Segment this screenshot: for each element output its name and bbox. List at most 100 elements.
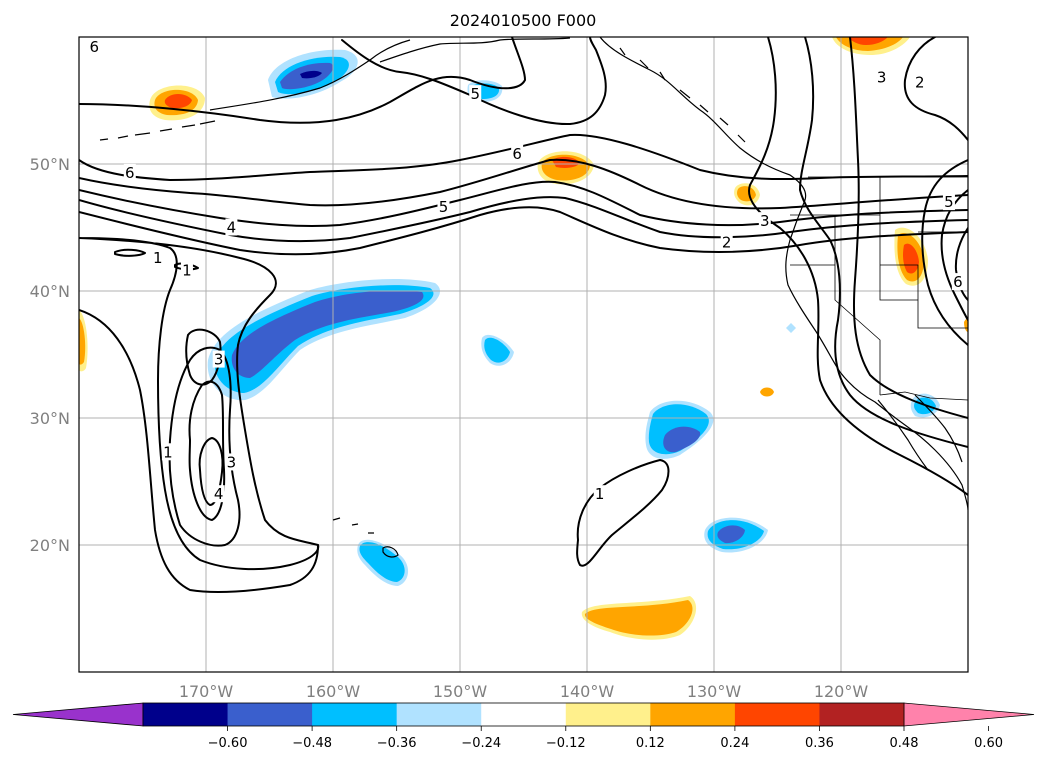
negative-anomaly-band xyxy=(207,279,441,401)
positive-anomaly-west-edge xyxy=(79,310,88,372)
contour-label-background xyxy=(437,198,450,216)
contour-label-background xyxy=(212,350,225,368)
contour-1-inner xyxy=(79,237,320,571)
contour-label-background xyxy=(161,443,174,461)
contour-6-north xyxy=(79,37,526,124)
negative-anomaly-gulf-alaska xyxy=(268,49,358,99)
contour-label-background xyxy=(720,233,733,251)
baja-california xyxy=(877,399,929,471)
contour-label: 6 xyxy=(953,273,963,291)
contour-2-east xyxy=(799,37,968,448)
contour-label: 5 xyxy=(944,193,954,211)
contour-label: 6 xyxy=(125,164,135,182)
contour-2-loop xyxy=(168,346,241,547)
contour-label: 2 xyxy=(915,74,925,92)
colorbar-tick-label: −0.36 xyxy=(377,736,417,751)
colorbar-segment xyxy=(227,703,313,726)
colorbar-tick-label: 0.36 xyxy=(805,736,834,751)
map-frame xyxy=(78,36,969,673)
contour-label: 4 xyxy=(214,485,224,503)
latitude-label: 20°N xyxy=(30,536,70,555)
colorbar-tick-label: −0.48 xyxy=(292,736,332,751)
contour-label: 6 xyxy=(89,38,99,56)
contour-label-background xyxy=(123,163,136,181)
colorbar-tick-label: 0.60 xyxy=(974,736,1003,751)
contour-3-canada xyxy=(903,37,968,141)
latitude-labels: 50°N 40°N 30°N 20°N xyxy=(30,155,70,555)
colorbar-segment xyxy=(143,703,229,726)
longitude-label: 170°W xyxy=(179,682,234,701)
colorbar-segment xyxy=(565,703,651,726)
alaska-peninsula-coast xyxy=(209,39,411,111)
positive-anomaly-south xyxy=(581,596,697,640)
alaska-south-coast xyxy=(379,37,571,63)
colorbar-segment xyxy=(819,703,905,726)
contour-4-loop xyxy=(198,437,224,506)
colorbar-segment xyxy=(650,703,736,726)
contour-label: 1 xyxy=(163,443,173,461)
contour-1-east xyxy=(748,37,968,496)
us-mexico-border xyxy=(879,391,968,401)
contour-label-background xyxy=(225,218,238,236)
contour-label-background xyxy=(593,485,606,503)
contour-label: 4 xyxy=(227,219,237,237)
map-title: 2024010500 F000 xyxy=(450,11,597,30)
longitude-label: 140°W xyxy=(560,682,615,701)
longitude-label: 160°W xyxy=(306,682,361,701)
contour-6 xyxy=(79,133,968,181)
colorbar-segment xyxy=(734,703,820,726)
longitude-label: 150°W xyxy=(433,682,488,701)
latitude-label: 40°N xyxy=(30,282,70,301)
colorbar-segment xyxy=(312,703,398,726)
colorbar-extend-high xyxy=(903,702,1035,727)
colorbar-extend-low xyxy=(12,702,144,727)
contour-3-inner-loop xyxy=(185,328,222,386)
contour-label: 3 xyxy=(760,212,770,230)
contour-5 xyxy=(79,158,968,210)
positive-anomaly-great-basin xyxy=(894,227,928,286)
colorbar: −0.60 −0.48 −0.36 −0.24 −0.12 0.12 0.24 0.36 0.4… xyxy=(12,702,1035,751)
negative-anomaly-speck xyxy=(786,323,796,333)
contour-label: 5 xyxy=(470,85,480,103)
latitude-label: 30°N xyxy=(30,409,70,428)
contour-label-background xyxy=(758,212,771,230)
contour-1-outer xyxy=(79,309,319,594)
positive-anomaly-speck xyxy=(760,387,774,397)
north-america-west-coast xyxy=(599,37,968,511)
contour-label-background xyxy=(180,261,193,279)
longitude-label: 130°W xyxy=(687,682,742,701)
contour-label: 3 xyxy=(877,69,887,87)
contour-label-background xyxy=(942,193,955,211)
contour-5-north xyxy=(341,37,607,126)
colorbar-tick-label: −0.12 xyxy=(546,736,586,751)
contour-label-background xyxy=(951,273,964,291)
contour-2 xyxy=(79,206,968,256)
contour-label-background xyxy=(875,68,888,86)
contour-label-background xyxy=(469,85,482,103)
contour-label: 3 xyxy=(227,453,237,471)
negative-anomaly-east xyxy=(645,400,714,459)
contour-label-background xyxy=(151,248,164,266)
latitude-label: 50°N xyxy=(30,155,70,174)
colorbar-tick-label: 0.24 xyxy=(720,736,749,751)
contour-label: 1 xyxy=(595,485,605,503)
positive-anomaly-coast xyxy=(734,183,760,206)
contour-label-background xyxy=(88,38,101,56)
contour-label: 6 xyxy=(512,145,522,163)
colorbar-outline xyxy=(142,702,905,727)
aleutian-islands xyxy=(99,120,216,141)
contour-label: 5 xyxy=(439,198,449,216)
contour-label-background xyxy=(225,453,238,471)
contour-3-east xyxy=(849,37,968,419)
colorbar-tick-label: 0.48 xyxy=(890,736,919,751)
contour-label: 3 xyxy=(214,351,224,369)
colorbar-segment xyxy=(396,703,482,726)
contour-label: 1 xyxy=(182,262,192,280)
contour-label: 2 xyxy=(722,234,732,252)
contour-label-background xyxy=(212,485,225,503)
negative-anomaly-southeast xyxy=(704,517,768,553)
contour-4-east xyxy=(921,159,968,346)
